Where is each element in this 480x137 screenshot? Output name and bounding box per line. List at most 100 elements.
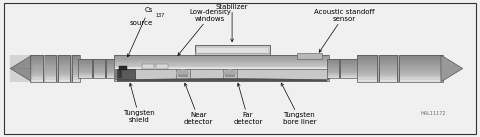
Bar xyxy=(357,73,443,75)
Bar xyxy=(327,70,359,72)
Text: HAL11172: HAL11172 xyxy=(420,111,446,115)
Bar xyxy=(30,62,80,64)
Bar xyxy=(357,55,443,57)
Bar xyxy=(327,65,359,67)
Text: Tungsten
shield: Tungsten shield xyxy=(123,83,155,123)
Bar xyxy=(114,78,329,79)
Bar xyxy=(114,59,329,60)
Bar xyxy=(398,55,399,82)
Polygon shape xyxy=(11,55,32,82)
Bar xyxy=(114,74,329,75)
Text: Tungsten
bore liner: Tungsten bore liner xyxy=(281,83,316,125)
Text: Far
detector: Far detector xyxy=(233,83,263,125)
Bar xyxy=(357,62,443,64)
Bar xyxy=(114,69,329,81)
Bar xyxy=(43,55,46,82)
Bar xyxy=(78,62,116,64)
Bar xyxy=(327,59,359,78)
Bar xyxy=(78,65,116,67)
Text: Cs: Cs xyxy=(128,7,153,57)
Bar xyxy=(30,80,80,82)
Bar xyxy=(114,65,329,67)
Bar xyxy=(327,67,359,68)
Bar xyxy=(327,68,359,70)
Bar xyxy=(71,55,72,82)
Bar xyxy=(30,55,80,57)
Bar xyxy=(298,53,322,59)
Bar xyxy=(225,72,235,77)
Bar xyxy=(114,71,329,72)
Bar xyxy=(114,75,329,76)
Bar xyxy=(327,62,359,64)
Text: 137: 137 xyxy=(156,13,165,18)
Bar xyxy=(30,66,80,68)
Bar xyxy=(30,60,80,62)
Bar xyxy=(327,60,359,62)
Bar xyxy=(114,55,329,69)
Bar xyxy=(30,57,80,60)
Bar xyxy=(357,75,443,77)
Bar xyxy=(114,69,329,70)
Bar xyxy=(114,70,329,71)
Bar xyxy=(327,72,359,73)
Bar xyxy=(114,68,329,80)
Bar xyxy=(114,61,329,62)
Text: Acoustic standoff
sensor: Acoustic standoff sensor xyxy=(314,9,374,52)
Bar xyxy=(114,80,329,81)
Bar xyxy=(78,70,116,72)
Polygon shape xyxy=(441,55,463,82)
Bar xyxy=(118,70,122,78)
Polygon shape xyxy=(224,70,236,74)
Bar xyxy=(78,68,116,70)
Bar xyxy=(357,80,443,82)
Bar xyxy=(195,53,270,54)
Bar xyxy=(327,59,359,60)
Text: Low-density
windows: Low-density windows xyxy=(178,9,231,55)
Bar xyxy=(30,68,80,71)
Bar xyxy=(117,68,135,79)
Bar xyxy=(197,48,268,53)
Bar xyxy=(357,68,443,71)
Bar xyxy=(114,67,329,68)
Bar xyxy=(30,73,80,75)
Bar xyxy=(92,59,94,78)
Bar xyxy=(176,69,190,79)
Bar xyxy=(30,77,80,80)
Bar xyxy=(114,55,329,56)
Bar xyxy=(58,55,59,82)
Bar xyxy=(327,77,359,78)
Bar xyxy=(357,77,443,80)
Bar xyxy=(378,55,379,82)
Text: source: source xyxy=(130,19,153,25)
Bar xyxy=(114,63,329,64)
Bar xyxy=(114,56,329,57)
Bar xyxy=(114,60,329,61)
Bar xyxy=(142,64,154,68)
Bar xyxy=(78,75,116,77)
Bar xyxy=(223,69,237,79)
Text: Stabilizer: Stabilizer xyxy=(216,4,248,42)
Bar xyxy=(114,57,329,59)
Text: Near
detector: Near detector xyxy=(184,83,213,125)
Bar xyxy=(70,55,73,82)
Bar xyxy=(30,55,80,82)
Bar xyxy=(114,64,329,65)
Bar xyxy=(114,72,329,73)
Bar xyxy=(78,77,116,78)
Bar xyxy=(78,67,116,68)
Bar xyxy=(178,72,188,77)
Bar xyxy=(114,62,329,63)
Bar xyxy=(44,55,45,82)
Bar xyxy=(114,73,329,74)
Bar xyxy=(397,55,400,82)
Bar xyxy=(78,72,116,73)
Bar xyxy=(357,55,443,82)
Bar xyxy=(357,71,443,73)
FancyBboxPatch shape xyxy=(4,3,476,134)
Bar xyxy=(327,75,359,77)
Bar xyxy=(30,71,80,73)
Bar xyxy=(78,60,116,62)
Bar xyxy=(195,45,270,55)
Bar xyxy=(106,59,108,78)
Bar xyxy=(56,55,60,82)
